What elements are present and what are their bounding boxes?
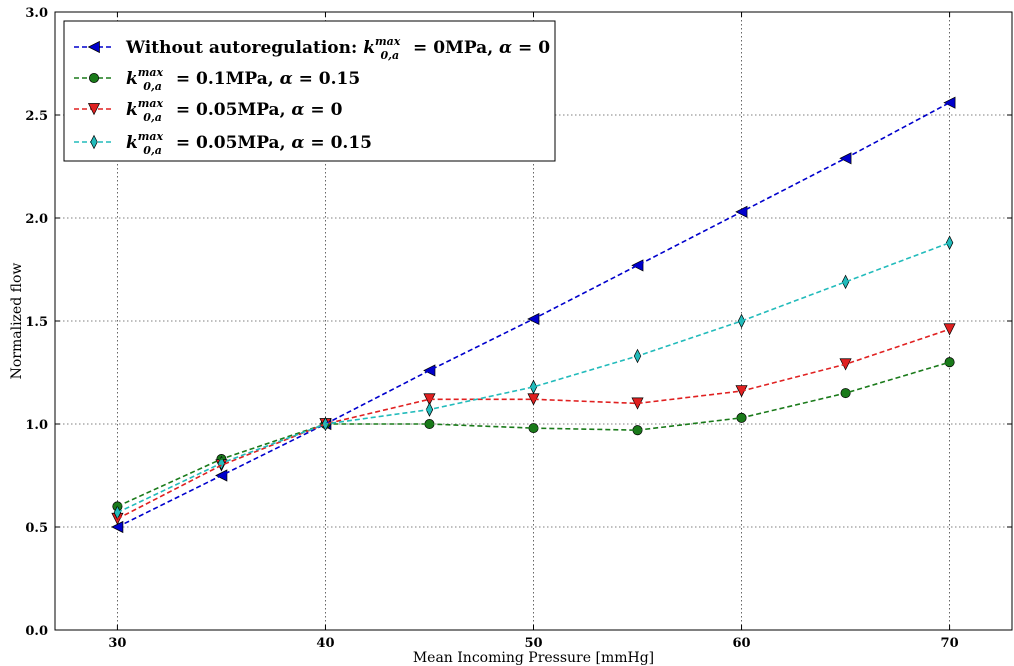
legend-alpha-value: = 0 <box>305 100 343 120</box>
legend-alpha: α <box>499 38 512 58</box>
legend-value: = 0.05MPa, <box>170 133 291 153</box>
y-tick-label: 2.0 <box>25 212 48 227</box>
legend-value: = 0.05MPa, <box>170 100 291 120</box>
data-point-series-1 <box>631 259 644 272</box>
legend-alpha-value: = 0.15 <box>305 133 373 153</box>
legend-sup: max <box>138 97 164 110</box>
data-point-series-1 <box>943 96 956 109</box>
y-tick-label: 1.0 <box>25 418 48 433</box>
legend-sub: 0,a <box>143 144 162 157</box>
legend-sup: max <box>138 66 164 79</box>
legend-entry-2: kmax 0,a = 0.1MPa, α = 0.15 <box>126 66 360 93</box>
legend-sub: 0,a <box>143 80 162 93</box>
series-line-1 <box>117 101 950 528</box>
series-layer <box>111 96 956 534</box>
x-tick-label: 30 <box>108 636 126 651</box>
markers-layer <box>111 96 956 534</box>
data-point-series-4 <box>841 274 850 290</box>
y-tick-label: 1.5 <box>25 315 48 330</box>
legend-entry-4: kmax 0,a = 0.05MPa, α = 0.15 <box>126 130 372 157</box>
series-line-2 <box>117 361 950 508</box>
legend-marker-4 <box>90 134 98 150</box>
series-line-3 <box>117 328 950 520</box>
x-tick-label: 60 <box>732 636 750 651</box>
y-tick-label: 0.5 <box>25 521 48 536</box>
legend-entry-1: Without autoregulation: kmax 0,a = 0MPa, … <box>125 35 550 62</box>
legend-alpha-value: = 0.15 <box>293 69 361 89</box>
y-tick-label: 0.0 <box>25 624 48 639</box>
legend-prefix: Without autoregulation: <box>125 38 363 58</box>
y-tick-label: 3.0 <box>25 6 48 21</box>
legend-sup: max <box>138 130 164 143</box>
x-tick-label: 40 <box>316 636 334 651</box>
legend: Without autoregulation: kmax 0,a = 0MPa, … <box>63 20 556 162</box>
ticks: 30 40 50 60 70 0.0 0.5 1.0 1.5 2.0 2.5 3.0 <box>25 6 1012 651</box>
data-point-series-4 <box>945 235 954 250</box>
legend-entry-3: kmax 0,a = 0.05MPa, α = 0 <box>126 97 343 124</box>
x-tick-label: 70 <box>941 636 959 651</box>
series-line-4 <box>117 241 950 514</box>
legend-alpha-value: = 0 <box>512 38 550 58</box>
legend-alpha: α <box>291 133 304 153</box>
x-axis-label: Mean Incoming Pressure [mmHg] <box>413 650 654 666</box>
legend-marker-1 <box>87 40 100 54</box>
legend-k: k <box>126 100 138 120</box>
x-tick-label: 50 <box>524 636 542 651</box>
legend-sup: max <box>375 35 401 48</box>
legend-sub: 0,a <box>381 49 400 62</box>
y-tick-label: 2.5 <box>25 109 48 124</box>
legend-value: = 0MPa, <box>407 38 499 58</box>
legend-k: k <box>363 38 375 58</box>
legend-alpha: α <box>291 100 304 120</box>
legend-value: = 0.1MPa, <box>170 69 280 89</box>
legend-k: k <box>126 69 138 89</box>
legend-sub: 0,a <box>143 111 162 124</box>
legend-marker-2 <box>88 72 100 84</box>
data-point-series-4 <box>529 379 538 395</box>
legend-k: k <box>126 133 138 153</box>
data-point-series-1 <box>423 364 436 377</box>
legend-alpha: α <box>280 69 293 89</box>
y-axis-label: Normalized flow <box>9 263 25 380</box>
legend-marker-3 <box>87 103 101 116</box>
legend-box <box>63 20 556 162</box>
